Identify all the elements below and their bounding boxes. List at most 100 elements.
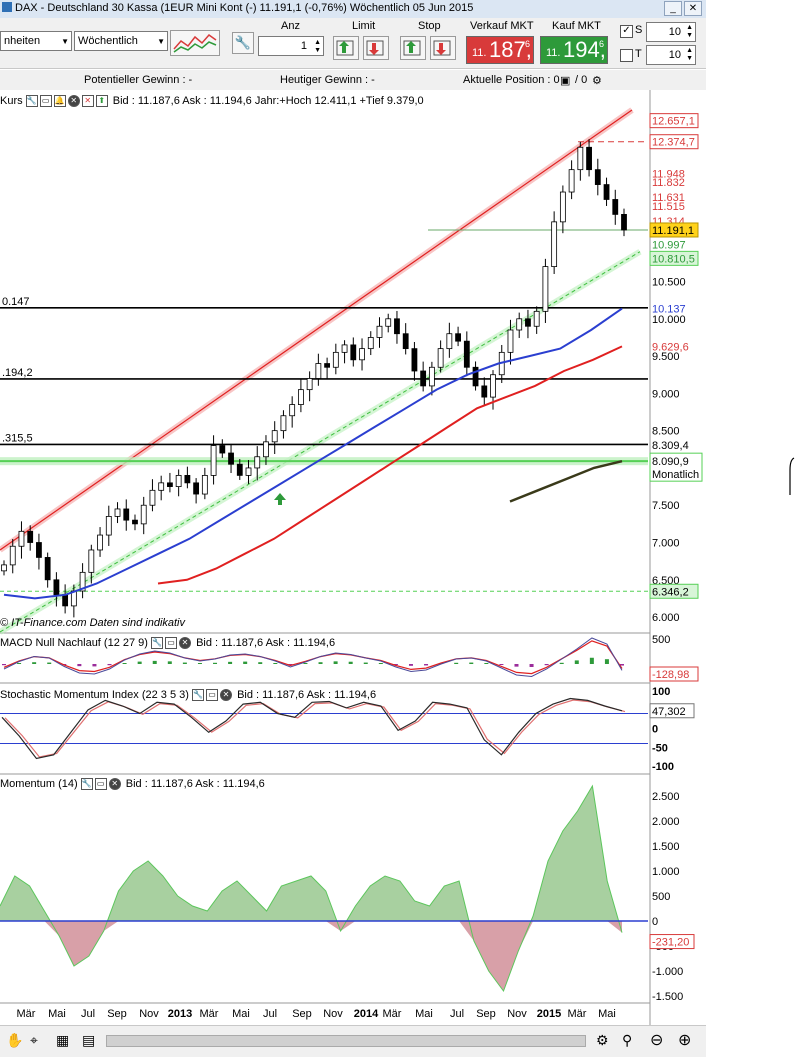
t-stepper[interactable]: 10 ▲ ▼ <box>646 45 696 65</box>
candle-body <box>18 530 25 547</box>
macd-histogram-bar <box>2 664 6 666</box>
chart-type-button[interactable] <box>170 30 220 56</box>
period-select-value: Wöchentlich <box>78 35 138 47</box>
minimize-button[interactable]: _ <box>664 1 682 16</box>
candle-body <box>201 474 208 495</box>
candle-body <box>559 191 566 223</box>
close-icon[interactable]: ✕ <box>108 778 121 791</box>
position-separator: / 0 <box>575 74 588 86</box>
candle-body <box>507 329 514 353</box>
macd-histogram-bar <box>454 662 459 664</box>
settings-icon[interactable]: ⚙ <box>596 1032 609 1048</box>
limit-buy-button[interactable] <box>333 36 359 60</box>
window-icon[interactable]: ▭ <box>94 778 107 791</box>
price-axis-background <box>650 90 706 1025</box>
price-label: 12.374,7 <box>652 137 695 149</box>
limit-sell-button[interactable] <box>363 36 389 60</box>
close-window-button[interactable]: ✕ <box>684 1 702 16</box>
wrench-icon[interactable]: 🔧 <box>25 95 38 108</box>
moving-average-blue <box>3 307 623 600</box>
window-icon[interactable]: ▭ <box>206 689 218 702</box>
macd-histogram-bar <box>604 659 609 664</box>
close-icon[interactable]: ✕ <box>179 637 192 650</box>
scroll-thumb[interactable] <box>107 1036 585 1046</box>
zoom-out-icon[interactable]: ⊖ <box>650 1032 664 1049</box>
wrench-icon[interactable]: 🔧 <box>151 637 164 650</box>
remove-icon[interactable]: ✕ <box>81 95 94 108</box>
table-icon[interactable]: ▤ <box>82 1032 96 1048</box>
macd-histogram-bar <box>333 661 338 664</box>
horizontal-scrollbar[interactable] <box>106 1035 586 1047</box>
window-title-text: DAX - Deutschland 30 Kassa (1EUR Mini Ko… <box>15 2 474 14</box>
buy-price-small: 11. <box>546 47 561 59</box>
chevron-down-icon: ▼ <box>157 37 165 46</box>
pointer-icon[interactable]: ✋ <box>6 1032 24 1048</box>
momentum-panel: 2.5002.0001.5001.0005000-500-1.000-1.500… <box>0 784 695 1003</box>
quantity-value: 1 <box>300 40 307 52</box>
close-position-icon[interactable]: ▣ <box>560 75 571 87</box>
macd-histogram-bar <box>589 657 594 664</box>
x-tick-label: Jul <box>263 1008 277 1020</box>
main-panel-info: Bid : 11.187,6 Ask : 11.194,6 Jahr:+Hoch… <box>112 95 424 107</box>
sell-price-big: 187, <box>489 37 532 62</box>
price-label: 11.191,1 <box>652 225 694 237</box>
candle-body <box>367 337 374 350</box>
price-label: 11.631 <box>652 192 685 204</box>
t-checkbox[interactable] <box>620 49 633 62</box>
main-panel-title: Kurs <box>0 95 23 107</box>
candle-body <box>577 146 584 171</box>
close-icon[interactable]: ✕ <box>67 95 80 108</box>
macd-line <box>3 637 623 678</box>
macd-histogram-bar <box>122 663 127 664</box>
sell-market-button[interactable]: 11. 187, 6 <box>466 36 534 64</box>
bell-icon[interactable]: 🔔 <box>53 95 66 108</box>
macd-histogram-bar <box>288 664 293 665</box>
crosshair-icon[interactable]: ⌖ <box>30 1032 38 1048</box>
y-tick-label: 10.500 <box>652 277 686 289</box>
trade-icon[interactable]: ⚙ <box>592 75 602 87</box>
candle-body <box>298 389 304 405</box>
wrench-icon[interactable]: 🔧 <box>192 689 204 702</box>
close-icon[interactable]: ✕ <box>220 689 232 702</box>
wrench-icon[interactable]: 🔧 <box>80 778 93 791</box>
candle-body <box>245 467 252 476</box>
x-tick-label: Sep <box>292 1008 312 1020</box>
calculator-icon[interactable]: ▦ <box>56 1032 70 1048</box>
s-stepper[interactable]: 10 ▲ ▼ <box>646 22 696 42</box>
macd-histogram-bar <box>318 662 323 664</box>
macd-histogram-bar <box>273 663 278 664</box>
chart-area[interactable]: 0.147.194,2.315,56.0006.5007.0007.5008.5… <box>0 90 706 1025</box>
candle-body <box>324 363 330 368</box>
potential-gain: Potentieller Gewinn : - <box>84 74 193 86</box>
stop-buy-button[interactable] <box>400 36 426 60</box>
stepper-arrows-icon: ▲ ▼ <box>314 39 321 54</box>
buy-market-button[interactable]: 11. 194, 6 <box>540 36 608 64</box>
macd-histogram-bar <box>484 663 489 664</box>
candle-body <box>193 482 200 495</box>
tools-button[interactable]: 🔧 <box>232 32 254 54</box>
stop-sell-button[interactable] <box>430 36 456 60</box>
macd-histogram-bar <box>47 662 52 664</box>
arrow-up-icon[interactable]: ⬆ <box>95 95 108 108</box>
candle-body <box>603 184 610 200</box>
zoom-in-icon[interactable]: ⊕ <box>678 1032 692 1049</box>
s-checkbox[interactable]: ✓ <box>620 25 633 38</box>
x-tick-label: Mai <box>232 1008 250 1020</box>
period-select[interactable]: Wöchentlich ▼ <box>74 31 168 51</box>
y-tick-label: -1.000 <box>652 966 683 978</box>
window-icon[interactable]: ▭ <box>165 637 178 650</box>
stop-label: Stop <box>418 20 441 32</box>
support-line-label: .315,5 <box>2 432 33 444</box>
macd-histogram-bar <box>107 664 112 666</box>
unit-select[interactable]: nheiten ▼ <box>0 31 72 51</box>
x-tick-label: Sep <box>476 1008 496 1020</box>
unit-select-value: nheiten <box>4 35 41 47</box>
macd-panel-title: MACD Null Nachlauf (12 27 9) <box>0 637 148 649</box>
zoom-fit-icon[interactable]: ⚲ <box>622 1032 633 1048</box>
stoch-panel-title: Stochastic Momentum Index (22 3 5 3) <box>0 689 189 701</box>
candle-body <box>210 445 217 476</box>
candle-body <box>525 318 531 327</box>
window-icon[interactable]: ▭ <box>39 95 52 108</box>
last-price-box <box>649 222 699 238</box>
quantity-stepper[interactable]: 1 ▲ ▼ <box>258 36 324 56</box>
